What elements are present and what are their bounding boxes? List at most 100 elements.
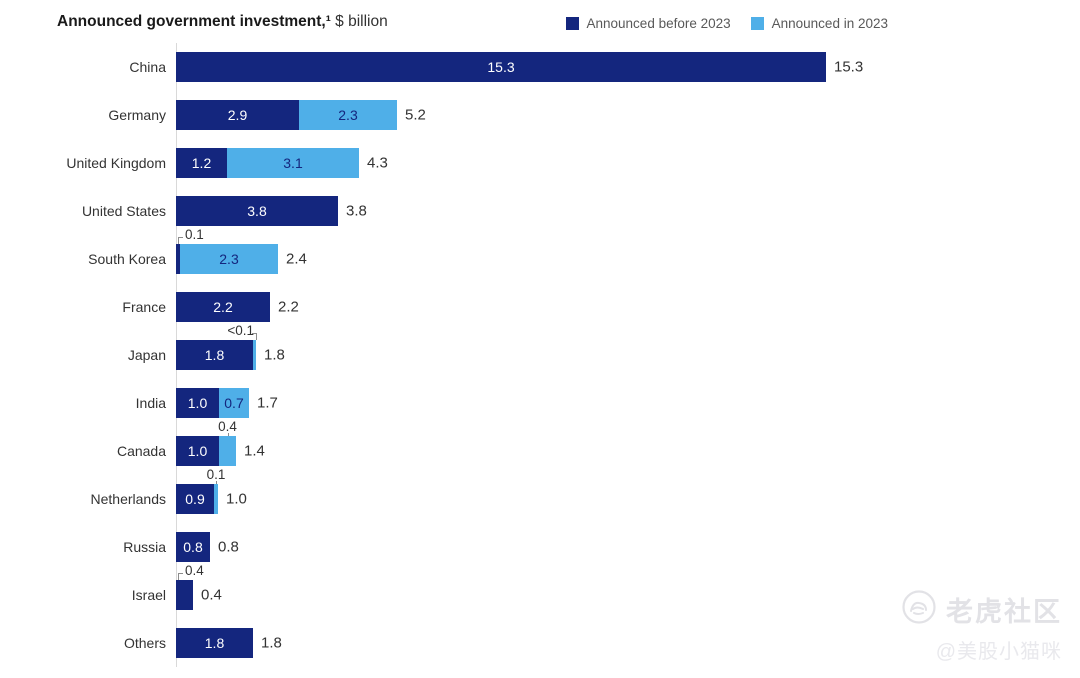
bar-group: 2.9 2.3 5.2 — [176, 91, 1080, 139]
annotation-label: 0.1 — [185, 227, 204, 242]
bar-segment-before: 1.8 — [176, 628, 253, 658]
legend-label: Announced in 2023 — [771, 16, 888, 31]
bar-segment-in2023: 3.1 — [227, 148, 359, 178]
total-label: 0.8 — [218, 538, 239, 556]
annotation-label: 0.4 — [185, 563, 204, 578]
annotation-line — [178, 237, 183, 244]
total-label: 1.4 — [244, 442, 265, 460]
bar-segment-before — [176, 580, 193, 610]
total-label: 1.8 — [264, 346, 285, 364]
bar-row: China 15.3 15.3 — [0, 43, 1080, 91]
bar-value-label: 3.8 — [247, 203, 267, 219]
bar-segment-before: 1.0 — [176, 436, 219, 466]
category-label: Russia — [123, 539, 166, 555]
bar-value-label: 0.8 — [183, 539, 203, 555]
category-label: Canada — [116, 443, 166, 459]
bar-value-label: 1.0 — [187, 395, 208, 411]
legend-label: Announced before 2023 — [586, 16, 731, 31]
bar-rows: China 15.3 15.3 Germany 2.9 2.3 5.2 United King… — [0, 43, 1080, 667]
bar-value-label: 0.7 — [224, 395, 244, 411]
annotation-line — [252, 333, 257, 340]
page-title: Announced government investment,¹ $ bill… — [57, 13, 388, 31]
bar-segment-in2023 — [214, 484, 218, 514]
total-label: 1.0 — [226, 490, 247, 508]
bar-row: Germany 2.9 2.3 5.2 — [0, 91, 1080, 139]
bar-segment-in2023 — [219, 436, 236, 466]
bar-value-label: 2.2 — [213, 299, 233, 315]
bar-row: Israel 0.4 0.4 — [0, 563, 1080, 619]
bar-segment-in2023: 2.3 — [299, 100, 397, 130]
category-label: Germany — [108, 107, 166, 123]
total-label: 0.4 — [201, 586, 222, 604]
annotation-label: 0.4 — [218, 419, 237, 434]
category-label: France — [122, 299, 166, 315]
bar-group: 1.8 1.8 — [176, 619, 1080, 667]
bar-value-label: 2.3 — [219, 251, 239, 267]
bar-segment-before: 0.9 — [176, 484, 214, 514]
bar-value-label: 3.1 — [283, 155, 303, 171]
bar-group: 0.8 0.8 — [176, 523, 1080, 571]
bar-row: Japan 1.8 1.8 <0.1 — [0, 323, 1080, 379]
category-label: Others — [123, 635, 166, 651]
bar-segment-in2023 — [253, 340, 256, 370]
category-label: Netherlands — [90, 491, 167, 507]
category-label: Japan — [127, 347, 166, 363]
bar-segment-before: 15.3 — [176, 52, 826, 82]
bar-value-label: 1.2 — [191, 155, 212, 171]
watermark-brand: 老虎社区 — [946, 597, 1062, 627]
bar-group: 3.8 3.8 — [176, 187, 1080, 235]
annotation-line — [216, 481, 217, 484]
bar-group: 0.9 1.0 0.1 — [176, 467, 1080, 523]
category-label: South Korea — [88, 251, 166, 267]
bar-segment-in2023: 2.3 — [180, 244, 278, 274]
bar-group: 2.3 2.4 0.1 — [176, 227, 1080, 283]
bar-row: Canada 1.0 1.4 0.4 — [0, 419, 1080, 475]
annotation-line — [227, 433, 229, 436]
bar-segment-before: 3.8 — [176, 196, 338, 226]
annotation-label: 0.1 — [206, 467, 226, 482]
total-label: 2.2 — [278, 298, 299, 316]
bar-row: Others 1.8 1.8 — [0, 619, 1080, 667]
bar-group: 2.2 2.2 — [176, 283, 1080, 331]
total-label: 5.2 — [405, 106, 426, 124]
annotation-line — [178, 573, 183, 580]
bar-group: 1.2 3.1 4.3 — [176, 139, 1080, 187]
bar-value-label: 1.0 — [187, 443, 208, 459]
bar-segment-before: 1.0 — [176, 388, 219, 418]
legend-swatch-before-2023 — [565, 17, 579, 30]
chart-title: Announced government investment,¹ — [57, 13, 331, 30]
bar-value-label: 0.9 — [185, 491, 205, 507]
bar-segment-before — [176, 244, 180, 274]
bar-row: Russia 0.8 0.8 — [0, 523, 1080, 571]
category-label: United States — [81, 203, 166, 219]
category-label: India — [135, 395, 166, 411]
legend-item-announced-in-2023: Announced in 2023 — [750, 16, 888, 31]
bar-segment-before: 0.8 — [176, 532, 210, 562]
bar-row: India 1.0 0.7 1.7 — [0, 379, 1080, 427]
total-label: 15.3 — [834, 58, 864, 76]
bar-group: 1.0 0.7 1.7 — [176, 379, 1080, 427]
watermark-handle: @美股小猫咪 — [935, 641, 1062, 663]
bar-segment-before: 1.2 — [176, 148, 227, 178]
bar-group: 0.4 0.4 — [176, 563, 1080, 619]
legend-swatch-in-2023 — [750, 17, 764, 30]
total-label: 1.7 — [257, 394, 278, 412]
category-label: United Kingdom — [66, 155, 166, 171]
bar-value-label: 2.9 — [227, 107, 248, 123]
chart-legend: Announced before 2023 Announced in 2023 — [565, 16, 888, 31]
chart-unit: $ billion — [330, 13, 388, 30]
bar-group: 15.3 15.3 — [176, 43, 1080, 91]
bar-chart: China 15.3 15.3 Germany 2.9 2.3 5.2 United King… — [0, 43, 1080, 667]
bar-row: Netherlands 0.9 1.0 0.1 — [0, 467, 1080, 523]
bar-value-label: 15.3 — [487, 59, 515, 75]
bar-segment-in2023: 0.7 — [219, 388, 249, 418]
bar-row: France 2.2 2.2 — [0, 283, 1080, 331]
category-label: Israel — [131, 587, 166, 603]
bar-value-label: 2.3 — [338, 107, 358, 123]
legend-item-announced-before-2023: Announced before 2023 — [565, 16, 731, 31]
bar-segment-before: 2.9 — [176, 100, 299, 130]
watermark: 老虎社区 @美股小猫咪 — [902, 590, 1062, 664]
bar-value-label: 1.8 — [204, 635, 225, 651]
bar-value-label: 1.8 — [204, 347, 225, 363]
bar-segment-before: 2.2 — [176, 292, 270, 322]
